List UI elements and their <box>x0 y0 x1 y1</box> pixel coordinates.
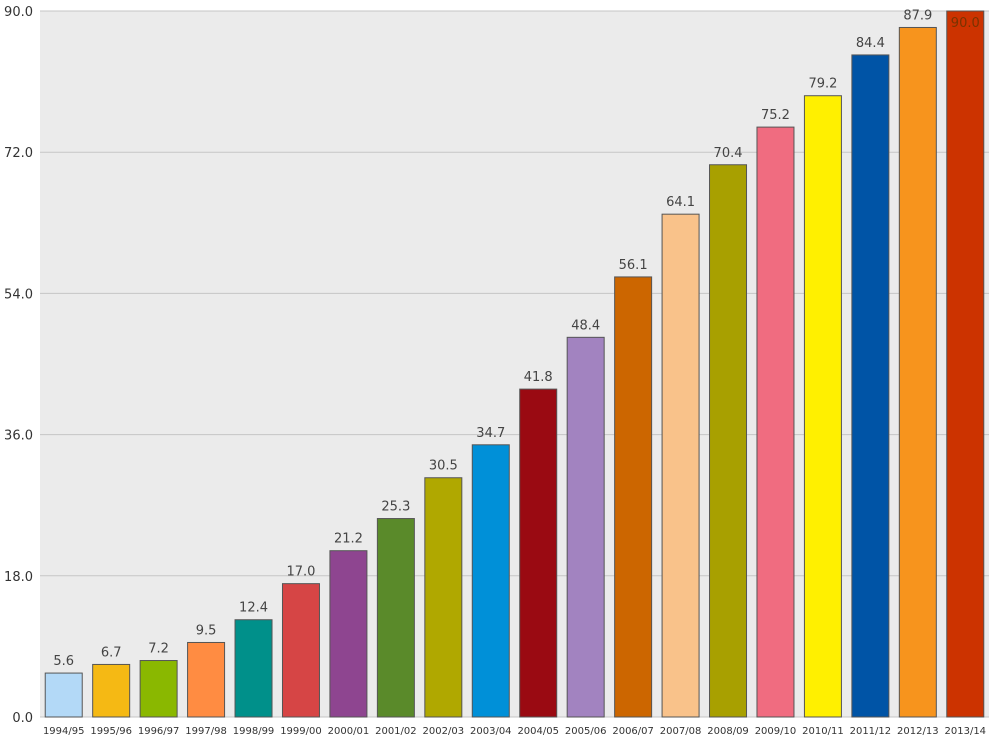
bar <box>92 663 131 718</box>
x-tick-label: 2003/04 <box>470 726 512 737</box>
bar <box>661 213 700 718</box>
x-tick-label: 2007/08 <box>660 726 702 737</box>
bar <box>139 660 178 718</box>
bar <box>756 126 795 718</box>
value-label: 64.1 <box>666 195 695 210</box>
x-tick-label: 2004/05 <box>517 726 559 737</box>
value-label: 5.6 <box>53 654 74 669</box>
bar <box>329 550 368 718</box>
y-axis-ticks: 0.0 18.0 36.0 54.0 72.0 90.0 <box>4 5 33 726</box>
bar <box>614 276 653 718</box>
x-tick-label: 1995/96 <box>90 726 132 737</box>
value-label: 75.2 <box>761 108 790 123</box>
bar <box>709 164 748 718</box>
value-label: 70.4 <box>714 146 743 161</box>
value-label: 30.5 <box>429 459 458 474</box>
value-label: 41.8 <box>524 370 553 385</box>
x-tick-label: 1999/00 <box>280 726 322 737</box>
value-label: 90.0 <box>951 16 980 31</box>
plot-background <box>40 11 989 717</box>
x-tick-label: 2010/11 <box>802 726 844 737</box>
bar <box>851 54 890 718</box>
x-tick-label: 2012/13 <box>897 726 939 737</box>
y-tick-label: 90.0 <box>4 5 33 20</box>
y-tick-label: 36.0 <box>4 429 33 444</box>
bar <box>187 641 226 718</box>
x-tick-label: 2000/01 <box>328 726 370 737</box>
bar <box>376 518 415 718</box>
x-tick-label: 2002/03 <box>423 726 465 737</box>
value-label: 79.2 <box>808 77 837 92</box>
value-label: 25.3 <box>381 500 410 515</box>
y-tick-label: 54.0 <box>4 287 33 302</box>
bar <box>471 444 510 718</box>
x-axis-ticks: 1994/95 1995/96 1996/97 1997/98 1998/99 1999/… <box>43 726 986 737</box>
bar <box>898 26 937 718</box>
value-label: 56.1 <box>619 258 648 273</box>
x-tick-label: 1996/97 <box>138 726 180 737</box>
value-label: 48.4 <box>571 318 600 333</box>
x-tick-label: 1998/99 <box>233 726 275 737</box>
x-tick-label: 2013/14 <box>945 726 987 737</box>
x-tick-label: 2005/06 <box>565 726 607 737</box>
bar <box>234 619 273 718</box>
bars <box>44 10 985 718</box>
value-label: 9.5 <box>196 623 217 638</box>
bar <box>424 477 463 718</box>
x-tick-label: 2001/02 <box>375 726 417 737</box>
bar <box>519 388 558 718</box>
bar <box>281 583 320 718</box>
value-label: 12.4 <box>239 601 268 616</box>
value-labels: 5.6 6.7 7.2 9.5 12.4 17.0 21.2 25.3 30.5 34.7 41.8… <box>53 8 979 669</box>
x-tick-label: 2009/10 <box>755 726 797 737</box>
value-label: 7.2 <box>148 642 169 657</box>
value-label: 21.2 <box>334 532 363 547</box>
y-tick-label: 18.0 <box>4 570 33 585</box>
y-tick-label: 72.0 <box>4 146 33 161</box>
bar <box>566 336 605 718</box>
x-tick-label: 1997/98 <box>185 726 227 737</box>
y-tick-label: 0.0 <box>12 711 33 726</box>
bar <box>803 95 842 718</box>
value-label: 6.7 <box>101 645 122 660</box>
x-tick-label: 2006/07 <box>612 726 654 737</box>
value-label: 17.0 <box>286 565 315 580</box>
x-tick-label: 1994/95 <box>43 726 85 737</box>
bar <box>946 10 985 718</box>
value-label: 84.4 <box>856 36 885 51</box>
x-tick-label: 2008/09 <box>707 726 749 737</box>
value-label: 87.9 <box>903 8 932 23</box>
bar <box>44 672 83 718</box>
x-tick-label: 2011/12 <box>850 726 892 737</box>
value-label: 34.7 <box>476 426 505 441</box>
